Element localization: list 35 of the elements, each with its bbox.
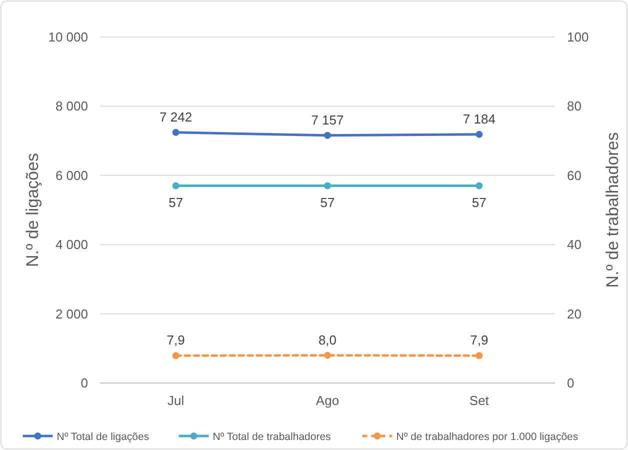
- data-label: 7 184: [462, 111, 496, 126]
- y-tick-label: 10 000: [48, 30, 88, 44]
- y-axis-title: N.º de ligações: [23, 153, 42, 267]
- x-tick-label: Ago: [316, 393, 340, 408]
- x-tick-label: Jul: [168, 393, 184, 408]
- y-tick-label: 6 000: [55, 168, 88, 183]
- y-tick-label: 8 000: [55, 98, 88, 114]
- x-tick-label: Set: [469, 393, 490, 408]
- data-label: 7,9: [166, 332, 185, 348]
- data-label: 7 242: [160, 109, 192, 124]
- legend-label: Nº Total de ligações: [56, 431, 150, 443]
- point: [172, 182, 180, 190]
- point: [172, 352, 180, 360]
- point: [324, 182, 331, 190]
- y2-tick-label: 0: [567, 376, 574, 390]
- legend-label: Nº de trabalhadores por 1.000 ligações: [396, 431, 578, 443]
- point: [476, 352, 483, 360]
- legend-label: Nº Total de trabalhadores: [212, 431, 331, 443]
- y2-tick-label: 80: [567, 98, 582, 114]
- y2-tick-label: 20: [567, 306, 582, 322]
- y-tick-label: 2 000: [55, 306, 88, 322]
- data-label: 57: [472, 194, 486, 210]
- point: [476, 182, 483, 190]
- y2-tick-label: 100: [567, 30, 589, 44]
- data-label: 57: [168, 194, 184, 210]
- data-label: 8,0: [318, 332, 337, 348]
- data-label: 57: [320, 194, 335, 210]
- point: [324, 352, 331, 359]
- y2-tick-label: 60: [567, 168, 582, 183]
- y-tick-label: 4 000: [55, 237, 88, 252]
- y-tick-label: 0: [80, 376, 88, 390]
- y2-axis-title: N.º de trabalhadores: [603, 132, 622, 288]
- data-label: 7 157: [311, 112, 344, 128]
- y2-tick-label: 40: [567, 237, 582, 252]
- data-label: 7,9: [470, 332, 488, 348]
